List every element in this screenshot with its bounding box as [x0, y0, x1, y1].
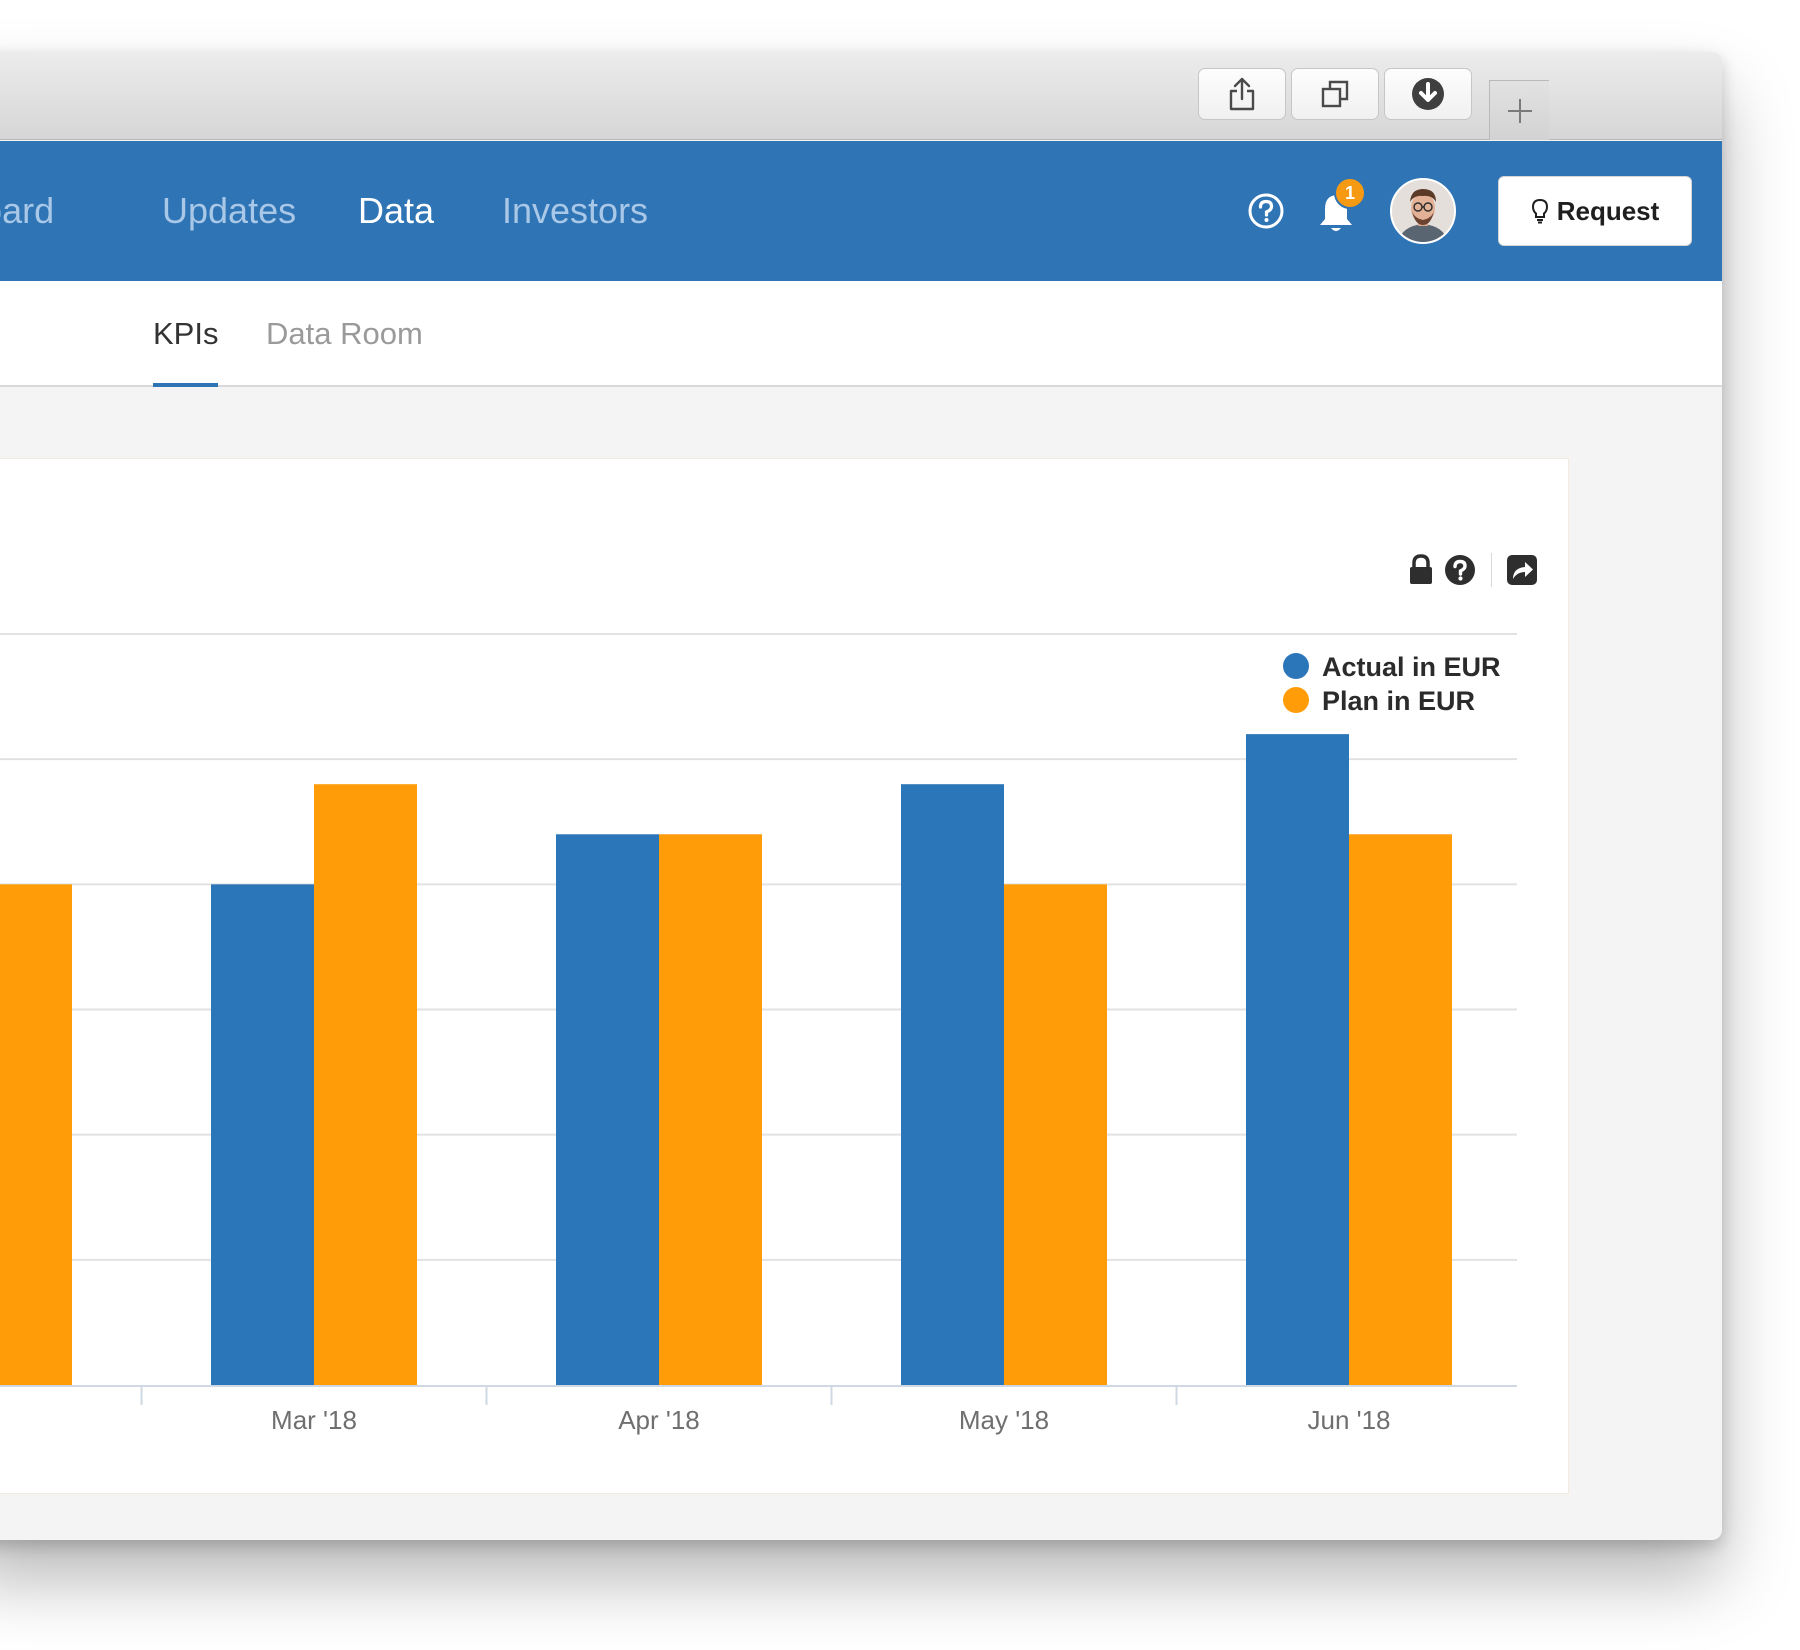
nav-item-updates[interactable]: Updates: [162, 190, 297, 231]
bar-actual: [901, 784, 1004, 1385]
lock-button[interactable]: [1406, 551, 1436, 589]
x-tick-label: Mar '18: [271, 1405, 357, 1435]
lightbulb-icon: [1531, 198, 1548, 224]
new-tab-button[interactable]: [1489, 80, 1549, 140]
bar-plan: [1349, 834, 1452, 1385]
lock-icon: [1410, 554, 1432, 584]
help-button[interactable]: [1246, 191, 1286, 231]
downloads-button[interactable]: [1384, 68, 1472, 120]
notification-badge: 1: [1334, 177, 1366, 209]
share-icon: [1229, 77, 1255, 111]
nav-item-investors[interactable]: Investors: [502, 190, 649, 231]
request-button-label: Request: [1556, 195, 1660, 226]
legend-label: Plan in EUR: [1322, 686, 1475, 716]
bar-plan: [1004, 884, 1107, 1385]
request-button[interactable]: Request: [1498, 176, 1692, 246]
help-icon: [1445, 555, 1475, 585]
share-button[interactable]: [1198, 68, 1286, 120]
share-arrow-icon: [1507, 555, 1537, 585]
avatar[interactable]: [1390, 178, 1456, 244]
legend-marker: [1283, 687, 1309, 713]
legend-marker: [1283, 653, 1309, 679]
tab-kpis[interactable]: KPIs: [153, 281, 219, 387]
bar-plan: [659, 834, 762, 1385]
help-circle-icon: [1248, 193, 1284, 229]
x-tick-label: Apr '18: [618, 1405, 700, 1435]
legend-label: Actual in EUR: [1322, 652, 1501, 682]
browser-window: hboard Updates Data Investors 1: [0, 52, 1722, 1540]
top-navbar: hboard Updates Data Investors 1: [0, 141, 1722, 281]
toolbar-divider: [1491, 553, 1492, 587]
avatar-image: [1392, 180, 1454, 242]
nav-item-dashboard[interactable]: hboard: [0, 190, 55, 231]
subnav-tabs: KPIs Data Room: [0, 281, 1722, 387]
x-tick-label: May '18: [959, 1405, 1049, 1435]
bar-actual: [1246, 734, 1349, 1385]
tabs-icon: [1321, 80, 1349, 108]
browser-titlebar: [0, 52, 1722, 140]
new-tab-plus-icon: [1507, 98, 1532, 123]
tabs-overview-button[interactable]: [1291, 68, 1379, 120]
nav-item-data[interactable]: Data: [358, 190, 435, 231]
help-button-card[interactable]: [1442, 551, 1478, 589]
download-icon: [1412, 78, 1444, 110]
tab-data-room[interactable]: Data Room: [266, 316, 423, 351]
share-chart-button[interactable]: [1505, 551, 1539, 589]
bar-actual: [211, 884, 314, 1385]
x-tick-label: Jun '18: [1307, 1405, 1390, 1435]
bar-actual: [556, 834, 659, 1385]
bar-plan: [314, 784, 417, 1385]
bar-plan: [0, 884, 72, 1385]
